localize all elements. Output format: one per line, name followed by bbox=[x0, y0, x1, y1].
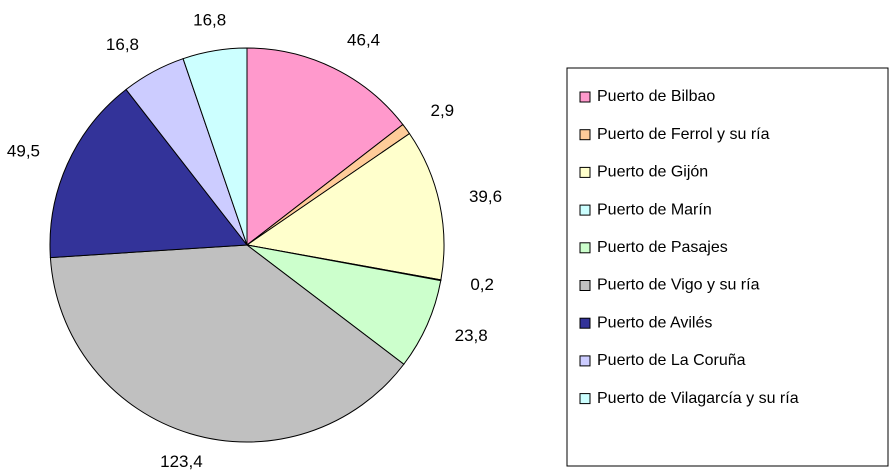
pie-slice bbox=[182, 47, 248, 246]
legend-swatch bbox=[579, 204, 591, 216]
legend-swatch bbox=[579, 166, 591, 178]
pie-slice bbox=[246, 47, 404, 247]
data-label: 23,8 bbox=[455, 326, 488, 345]
legend-label: Puerto de Ferrol y su ría bbox=[597, 126, 770, 143]
legend-label: Puerto de Avilés bbox=[597, 314, 712, 331]
data-label: 2,9 bbox=[430, 101, 454, 120]
legend: Puerto de Bilbao Puerto de Ferrol y su rí… bbox=[579, 88, 799, 407]
legend-label: Puerto de Vigo y su ría bbox=[597, 277, 760, 294]
data-label: 46,4 bbox=[347, 31, 380, 50]
pie-slice bbox=[49, 244, 405, 443]
legend-swatch bbox=[579, 393, 591, 405]
legend-swatch bbox=[579, 91, 591, 103]
data-label: 16,8 bbox=[193, 11, 226, 30]
legend-swatch bbox=[579, 280, 591, 291]
data-label: 49,5 bbox=[7, 141, 40, 160]
data-label: 16,8 bbox=[106, 35, 139, 54]
data-label: 0,2 bbox=[470, 275, 494, 294]
legend-box bbox=[566, 67, 889, 467]
legend-swatch bbox=[579, 355, 591, 367]
data-label: 39,6 bbox=[469, 187, 502, 206]
legend-label: Puerto de Vilagarcía y su ría bbox=[597, 390, 799, 407]
data-label: 123,4 bbox=[160, 452, 203, 471]
legend-swatch bbox=[579, 129, 591, 141]
legend-label: Puerto de La Coruña bbox=[597, 352, 746, 369]
legend-label: Puerto de Pasajes bbox=[597, 239, 728, 256]
pie-slice bbox=[49, 88, 248, 259]
legend-swatch bbox=[579, 317, 591, 329]
legend-label: Puerto de Bilbao bbox=[597, 88, 715, 105]
legend-swatch bbox=[579, 242, 591, 254]
legend-label: Puerto de Gijón bbox=[597, 164, 708, 181]
pie-slice bbox=[245, 132, 445, 281]
legend-label: Puerto de Marín bbox=[597, 201, 712, 218]
